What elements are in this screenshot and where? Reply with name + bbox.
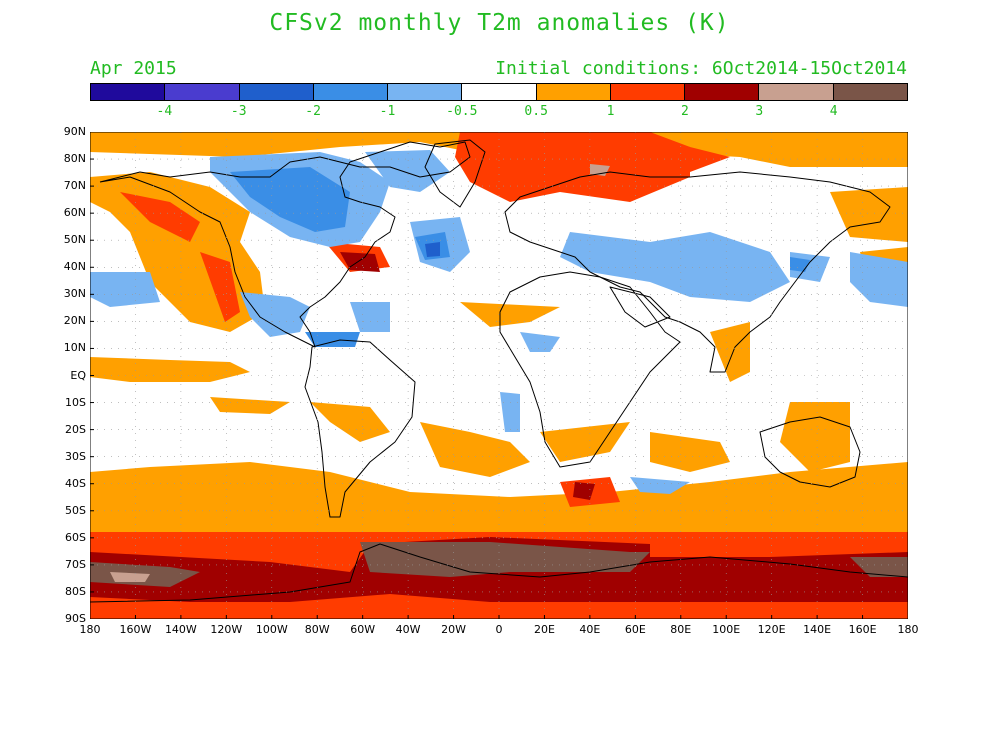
colorbar-segment	[91, 84, 166, 100]
map-title: CFSv2 monthly T2m anomalies (K)	[269, 10, 730, 36]
latitude-label: 80S	[65, 584, 86, 598]
longitude-label: 160W	[119, 623, 152, 636]
longitude-label: 20W	[441, 623, 466, 636]
colorbar-segment	[685, 84, 760, 100]
colorbar-segment	[313, 84, 389, 100]
colorbar-label: -0.5	[446, 104, 478, 119]
cool-anomaly-blue	[230, 167, 810, 347]
longitude-label: 80W	[304, 623, 330, 636]
latitude-label: 90N	[63, 125, 86, 138]
longitude-label: 100E	[712, 623, 741, 636]
latitude-label: 90S	[65, 612, 86, 625]
anomaly-map	[90, 132, 908, 619]
longitude-label: 80E	[670, 623, 692, 636]
longitude-label: 60W	[350, 623, 376, 636]
coastlines	[90, 139, 908, 603]
colorbar-segment	[610, 84, 686, 100]
latitude-label: 60N	[63, 206, 86, 220]
latitude-label: 40N	[63, 260, 86, 274]
colorbar-label: 2	[680, 104, 689, 119]
longitude-label: 60E	[624, 623, 646, 636]
latitude-label: 20N	[63, 314, 86, 328]
latitude-label: 30N	[63, 287, 86, 301]
axis-ticks	[90, 132, 908, 619]
longitude-label: 20E	[533, 623, 555, 636]
cool-anomaly-darkblue	[425, 242, 440, 257]
latitude-label: 10S	[65, 395, 86, 409]
colorbar-label: 4	[829, 104, 838, 119]
longitude-label: 40E	[579, 623, 601, 636]
colorbar-segment	[536, 84, 611, 100]
coast-africa	[499, 271, 681, 468]
coast-south-america	[304, 339, 416, 518]
colorbar-label: -3	[230, 104, 247, 119]
colorbar-segment	[239, 84, 314, 100]
colorbar-segment	[388, 84, 463, 100]
longitude-label: 180	[897, 623, 919, 636]
colorbar-label: -4	[156, 104, 173, 119]
colorbar-label: 1	[606, 104, 615, 119]
coast-north-america	[99, 141, 471, 348]
latitude-label: 50N	[63, 233, 86, 247]
latitude-label: EQ	[70, 368, 86, 382]
colorbar-label: -2	[305, 104, 321, 119]
coast-antarctica	[90, 543, 908, 603]
latitude-label: 70N	[63, 179, 86, 193]
coast-arabia	[609, 286, 671, 328]
coast-greenland	[424, 139, 486, 208]
latitude-label: 30S	[65, 449, 86, 463]
longitude-label: 140E	[803, 623, 832, 636]
longitude-label: 160E	[848, 623, 877, 636]
longitude-label: 40W	[395, 623, 421, 636]
latitude-label: 80N	[63, 152, 86, 166]
latitude-label: 10N	[63, 341, 86, 355]
longitude-label: 0	[495, 623, 503, 636]
coast-eurasia	[504, 171, 891, 373]
longitude-label: 120E	[757, 623, 786, 636]
colorbar-segment	[462, 84, 537, 100]
longitude-label: 180	[79, 623, 101, 636]
longitude-label: 120W	[210, 623, 243, 636]
colorbar-label: 0.5	[524, 104, 548, 119]
latitude-label: 70S	[65, 557, 86, 571]
colorbar-segment	[833, 84, 907, 100]
latitude-label: 60S	[65, 530, 86, 544]
longitude-label: 100W	[255, 623, 288, 636]
latitude-label: 40S	[65, 476, 86, 490]
initial-conditions: Initial conditions: 6Oct2014-15Oct2014	[495, 58, 907, 79]
coast-australia	[759, 416, 861, 488]
latitude-label: 50S	[65, 503, 86, 517]
valid-month: Apr 2015	[90, 58, 177, 79]
longitude-label: 140W	[164, 623, 197, 636]
colorbar-segment	[165, 84, 240, 100]
colorbar-segment	[759, 84, 834, 100]
latitude-label: 20S	[65, 422, 86, 436]
colorbar	[90, 83, 908, 101]
colorbar-label: 3	[755, 104, 764, 119]
colorbar-label: -1	[379, 104, 396, 119]
